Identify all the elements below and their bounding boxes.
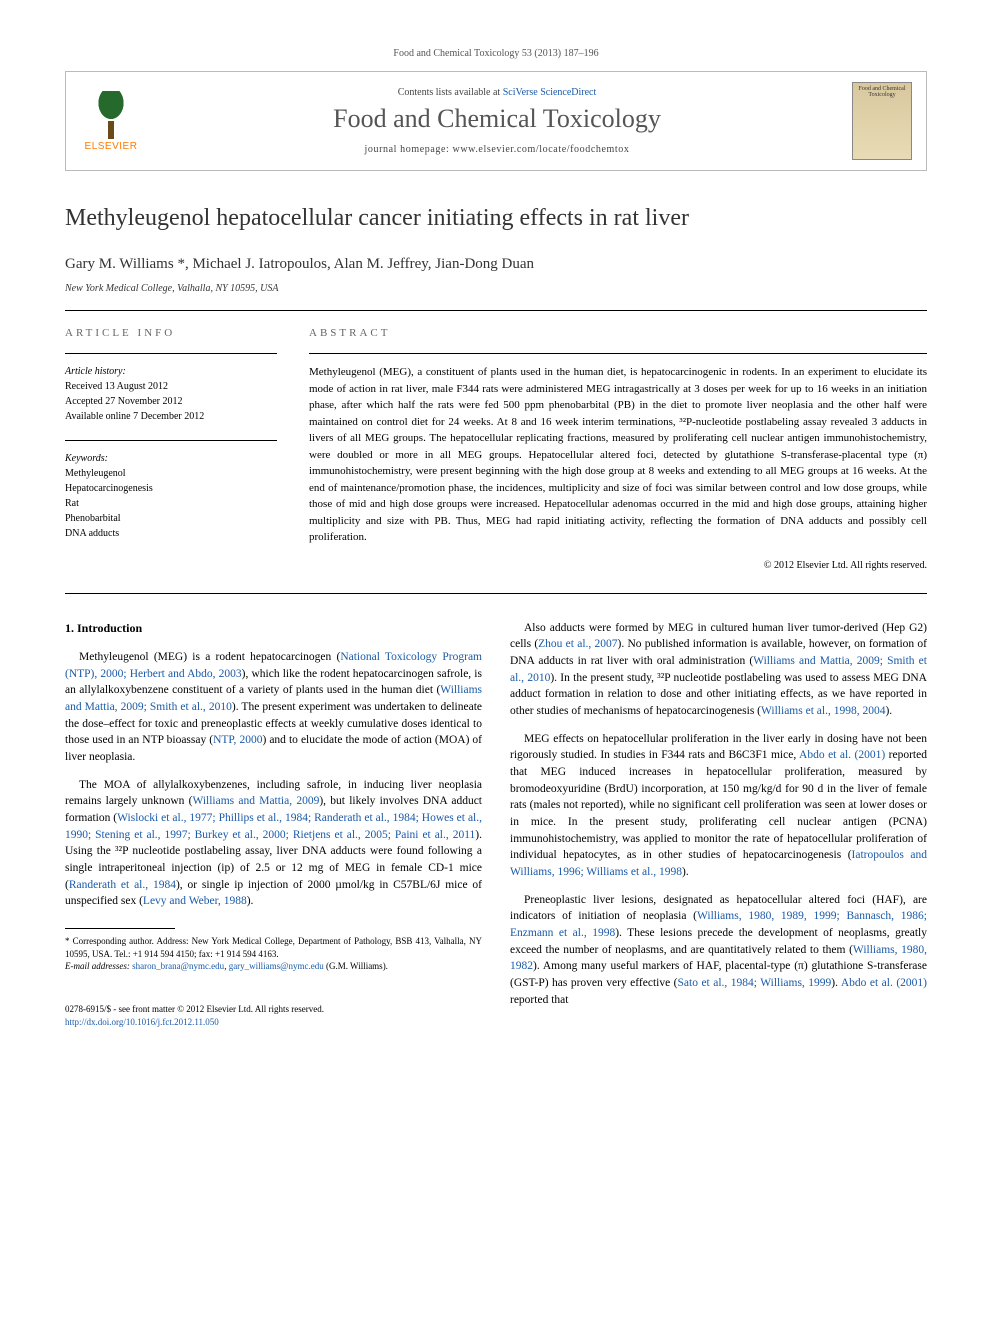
right-column: Also adducts were formed by MEG in cultu… bbox=[510, 620, 927, 1028]
sciencedirect-link[interactable]: SciVerse ScienceDirect bbox=[503, 87, 597, 98]
homepage-line: journal homepage: www.elsevier.com/locat… bbox=[160, 144, 834, 155]
paragraph: Methyleugenol (MEG) is a rodent hepatoca… bbox=[65, 649, 482, 766]
divider bbox=[65, 440, 277, 441]
citation-link[interactable]: Williams et al., 1998, 2004 bbox=[761, 705, 885, 717]
divider bbox=[65, 310, 927, 311]
text: ). bbox=[831, 977, 841, 989]
history-item: Accepted 27 November 2012 bbox=[65, 394, 277, 409]
elsevier-logo: ELSEVIER bbox=[80, 85, 142, 157]
text: ). bbox=[885, 705, 892, 717]
article-title: Methyleugenol hepatocellular cancer init… bbox=[65, 203, 927, 234]
text: ). bbox=[682, 866, 689, 878]
left-column: 1. Introduction Methyleugenol (MEG) is a… bbox=[65, 620, 482, 1028]
citation-link[interactable]: Levy and Weber, 1988 bbox=[143, 895, 247, 907]
history-item: Received 13 August 2012 bbox=[65, 379, 277, 394]
journal-cover-thumb: Food and Chemical Toxicology bbox=[852, 82, 912, 160]
journal-header: ELSEVIER Contents lists available at Sci… bbox=[65, 71, 927, 171]
abstract-copyright: © 2012 Elsevier Ltd. All rights reserved… bbox=[309, 560, 927, 571]
authors-line: Gary M. Williams *, Michael J. Iatropoul… bbox=[65, 256, 927, 273]
doi-link[interactable]: http://dx.doi.org/10.1016/j.fct.2012.11.… bbox=[65, 1016, 482, 1029]
article-info-label: ARTICLE INFO bbox=[65, 327, 277, 339]
divider bbox=[65, 593, 927, 594]
issn-line: 0278-6915/$ - see front matter © 2012 El… bbox=[65, 1003, 482, 1016]
email-link[interactable]: sharon_brana@nymc.edu bbox=[132, 961, 224, 971]
email-link[interactable]: gary_williams@nymc.edu bbox=[229, 961, 324, 971]
divider bbox=[309, 353, 927, 354]
citation-link[interactable]: Randerath et al., 1984 bbox=[69, 879, 176, 891]
keywords-label: Keywords: bbox=[65, 451, 277, 466]
abstract-text: Methyleugenol (MEG), a constituent of pl… bbox=[309, 364, 927, 546]
contents-line: Contents lists available at SciVerse Sci… bbox=[160, 87, 834, 98]
email-label: E-mail addresses: bbox=[65, 961, 132, 971]
paragraph: Preneoplastic liver lesions, designated … bbox=[510, 892, 927, 1009]
footnote-emails: E-mail addresses: sharon_brana@nymc.edu,… bbox=[65, 960, 482, 973]
text: reported that bbox=[510, 994, 568, 1006]
corresponding-author-footnote: * Corresponding author. Address: New Yor… bbox=[65, 935, 482, 973]
keyword: DNA adducts bbox=[65, 526, 277, 541]
keyword: Phenobarbital bbox=[65, 511, 277, 526]
history-item: Available online 7 December 2012 bbox=[65, 409, 277, 424]
article-info-column: ARTICLE INFO Article history: Received 1… bbox=[65, 327, 277, 571]
affiliation: New York Medical College, Valhalla, NY 1… bbox=[65, 283, 927, 294]
article-history: Article history: Received 13 August 2012… bbox=[65, 364, 277, 424]
header-center: Contents lists available at SciVerse Sci… bbox=[160, 87, 834, 155]
citation-link[interactable]: Wislocki et al., 1977; Phillips et al., … bbox=[65, 812, 482, 841]
citation-link[interactable]: Abdo et al. (2001) bbox=[841, 977, 927, 989]
contents-prefix: Contents lists available at bbox=[398, 87, 503, 98]
text: (G.M. Williams). bbox=[324, 961, 388, 971]
citation-link[interactable]: Abdo et al. (2001) bbox=[799, 749, 885, 761]
text: ). bbox=[247, 895, 254, 907]
paragraph: The MOA of allylalkoxybenzenes, includin… bbox=[65, 777, 482, 910]
page-footer: 0278-6915/$ - see front matter © 2012 El… bbox=[65, 1003, 482, 1028]
text: Methyleugenol (MEG) is a rodent hepatoca… bbox=[79, 651, 340, 663]
citation-line: Food and Chemical Toxicology 53 (2013) 1… bbox=[65, 48, 927, 59]
keywords-block: Keywords: Methyleugenol Hepatocarcinogen… bbox=[65, 451, 277, 541]
keyword: Rat bbox=[65, 496, 277, 511]
keyword: Methyleugenol bbox=[65, 466, 277, 481]
abstract-label: ABSTRACT bbox=[309, 327, 927, 339]
journal-name: Food and Chemical Toxicology bbox=[160, 104, 834, 134]
citation-link[interactable]: Williams and Mattia, 2009 bbox=[192, 795, 319, 807]
citation-link[interactable]: Sato et al., 1984; Williams, 1999 bbox=[678, 977, 832, 989]
body-columns: 1. Introduction Methyleugenol (MEG) is a… bbox=[65, 620, 927, 1028]
citation-link[interactable]: Zhou et al., 2007 bbox=[538, 638, 617, 650]
text: reported that MEG induced increases in h… bbox=[510, 749, 927, 861]
info-abstract-row: ARTICLE INFO Article history: Received 1… bbox=[65, 327, 927, 571]
section-heading: 1. Introduction bbox=[65, 620, 482, 637]
history-label: Article history: bbox=[65, 364, 277, 379]
citation-link[interactable]: NTP, 2000 bbox=[213, 734, 262, 746]
keyword: Hepatocarcinogenesis bbox=[65, 481, 277, 496]
footnote-divider bbox=[65, 928, 175, 929]
cover-text: Food and Chemical Toxicology bbox=[856, 86, 908, 98]
abstract-column: ABSTRACT Methyleugenol (MEG), a constitu… bbox=[309, 327, 927, 571]
paragraph: Also adducts were formed by MEG in cultu… bbox=[510, 620, 927, 720]
footnote-text: * Corresponding author. Address: New Yor… bbox=[65, 935, 482, 960]
elsevier-logo-text: ELSEVIER bbox=[85, 141, 138, 152]
paragraph: MEG effects on hepatocellular proliferat… bbox=[510, 731, 927, 881]
tree-icon bbox=[89, 91, 133, 139]
divider bbox=[65, 353, 277, 354]
